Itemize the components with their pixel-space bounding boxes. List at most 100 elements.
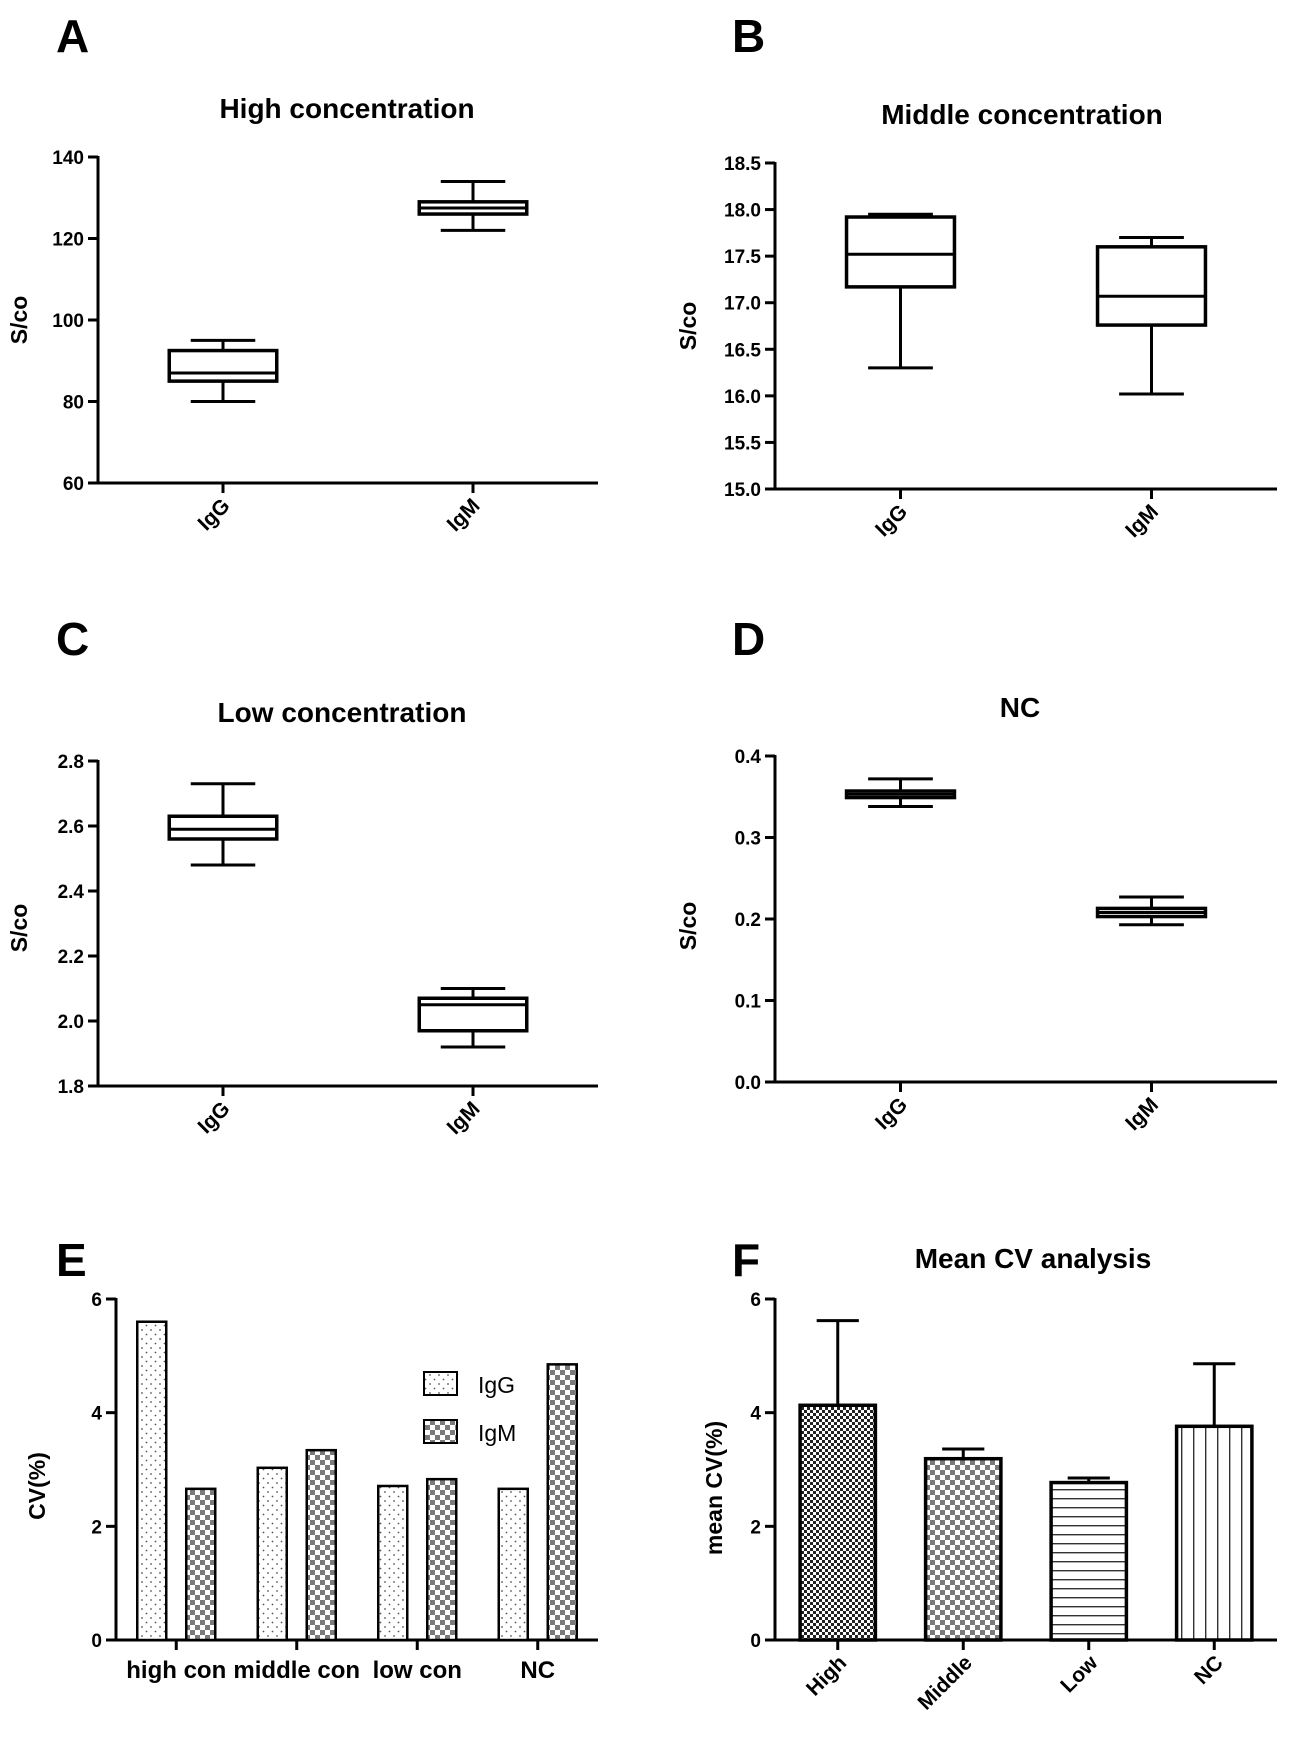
panel-e-ytick-label: 4 (91, 1404, 102, 1425)
panel-e-bar-igm (185, 1487, 217, 1642)
panel-e-bar-igm (305, 1448, 337, 1642)
panel-a-xtick-label: IgG (194, 494, 235, 535)
panel-d-box-igm (1095, 895, 1208, 927)
panel-f-plot: 0 2 4 6 High Middle Low NC (750, 1290, 1277, 1715)
panel-f-xtick-label: NC (1190, 1651, 1228, 1689)
panel-c: C Low concentration S/co 1.8 2.0 2.2 2.4 2.6… (6, 613, 598, 1139)
panel-c-ytick-label: 2.6 (58, 817, 84, 838)
panel-f-bar-middle (923, 1456, 1003, 1642)
panel-d-ylabel: S/co (675, 902, 701, 951)
panel-c-ytick-label: 2.8 (58, 752, 84, 773)
panel-d: D NC S/co 0.0 0.1 0.2 0.3 0.4 IgG IgM (675, 613, 1277, 1135)
panel-d-plot: 0.0 0.1 0.2 0.3 0.4 IgG IgM (735, 747, 1277, 1135)
panel-f-ytick-label: 6 (750, 1290, 761, 1311)
panel-e-bar-igg (377, 1484, 409, 1642)
panel-d-xtick-label: IgG (871, 1093, 912, 1134)
panel-e-ylabel: CV(%) (24, 1452, 50, 1520)
panel-c-ytick-label: 2.4 (58, 882, 85, 903)
panel-b-box-igm (1095, 236, 1208, 396)
box-iqr (167, 348, 279, 383)
panel-b-title: Middle concentration (881, 99, 1163, 130)
box-iqr (1095, 245, 1208, 327)
panel-letter-d: D (732, 613, 765, 665)
panel-a-box-igg (167, 338, 279, 403)
panel-e-xtick-label: NC (520, 1657, 555, 1684)
panel-e-xtick-label: low con (373, 1657, 462, 1684)
panel-d-ytick-label: 0.1 (735, 992, 762, 1013)
panel-b-box-igg (844, 212, 957, 370)
panel-a-title: High concentration (219, 93, 474, 124)
box-iqr (167, 814, 279, 841)
panel-c-plot: 1.8 2.0 2.2 2.4 2.6 2.8 IgG IgM (58, 752, 598, 1139)
panel-letter-f: F (732, 1234, 760, 1286)
panel-a-box-igm (417, 179, 529, 232)
panel-a-plot: 60 80 100 120 140 IgG IgM (52, 148, 598, 536)
panel-e-xtick-label: high con (126, 1657, 226, 1684)
panel-e-legend-swatch-igg (423, 1371, 458, 1396)
panel-e: E CV(%) 0 2 4 6 high con middle con low con NC I… (24, 1234, 598, 1684)
panel-c-xtick-label: IgM (443, 1097, 485, 1139)
panel-c-ytick-label: 1.8 (58, 1077, 84, 1098)
panel-d-ytick-label: 0.0 (735, 1073, 761, 1094)
panel-f-xtick-label: High (802, 1651, 851, 1700)
panel-f-ylabel: mean CV(%) (701, 1421, 727, 1555)
panel-e-plot: 0 2 4 6 high con middle con low con NC IgG IgM (91, 1290, 598, 1684)
panel-b-ytick-label: 17.5 (724, 247, 761, 268)
panel-letter-c: C (56, 613, 89, 665)
panel-b-ytick-label: 16.5 (724, 340, 761, 361)
panel-a-ytick-label: 120 (52, 230, 84, 251)
panel-f-ytick-label: 2 (750, 1517, 761, 1538)
panel-c-box-igm (417, 987, 529, 1049)
panel-b-ytick-label: 15.5 (724, 433, 761, 454)
panel-a: A High concentration S/co 60 80 100 120 140 I… (6, 10, 598, 536)
panel-e-legend-swatch-igm (423, 1419, 458, 1444)
panel-d-ytick-label: 0.2 (735, 910, 761, 931)
panel-e-bar-igg (136, 1320, 168, 1642)
panel-e-bar-igm (426, 1477, 458, 1642)
panel-c-ylabel: S/co (6, 904, 32, 953)
panel-a-ytick-label: 80 (63, 393, 84, 414)
panel-a-ytick-label: 60 (63, 474, 84, 495)
panel-e-legend-label-igg: IgG (478, 1372, 515, 1398)
panel-a-ytick-label: 140 (52, 148, 84, 169)
panel-f-bar-nc (1174, 1424, 1254, 1642)
panel-e-ytick-label: 6 (91, 1290, 102, 1311)
panel-b-ylabel: S/co (675, 302, 701, 351)
panel-d-ytick-label: 0.4 (735, 747, 762, 768)
panel-f-xtick-label: Middle (913, 1651, 976, 1714)
panel-f-bar-low (1049, 1480, 1129, 1642)
panel-f-ytick-label: 4 (750, 1404, 761, 1425)
panel-e-bar-igm (546, 1363, 578, 1642)
panel-d-title: NC (1000, 692, 1040, 723)
panel-d-xtick-label: IgM (1121, 1093, 1163, 1135)
panel-e-ytick-label: 2 (91, 1517, 102, 1538)
panel-c-ytick-label: 2.0 (58, 1012, 84, 1033)
panel-e-ytick-label: 0 (91, 1631, 102, 1652)
panel-b: B Middle concentration S/co 15.0 15.5 16.0… (675, 10, 1277, 542)
panel-b-ytick-label: 17.0 (724, 294, 761, 315)
panel-b-xtick-label: IgG (871, 500, 912, 541)
panel-d-box-igg (844, 777, 957, 809)
panel-e-bar-igg (497, 1487, 529, 1642)
panel-c-title: Low concentration (218, 697, 467, 728)
panel-b-ytick-label: 18.5 (724, 154, 761, 175)
panel-b-ytick-label: 15.0 (724, 480, 761, 501)
panel-e-legend: IgG IgM (423, 1371, 516, 1446)
panel-b-plot: 15.0 15.5 16.0 16.5 17.0 17.5 18.0 18.5 IgG IgM (724, 154, 1277, 542)
panel-letter-b: B (732, 10, 765, 62)
panel-e-bar-igg (256, 1466, 288, 1642)
panel-e-legend-label-igm: IgM (478, 1420, 516, 1446)
panel-b-ytick-label: 16.0 (724, 387, 761, 408)
panel-f-ytick-label: 0 (750, 1631, 761, 1652)
panel-a-ylabel: S/co (6, 296, 32, 345)
panel-d-ytick-label: 0.3 (735, 829, 761, 850)
panel-c-box-igg (167, 782, 279, 867)
box-iqr (417, 996, 529, 1033)
panel-f-xtick-label: Low (1056, 1651, 1102, 1697)
panel-f: F Mean CV analysis mean CV(%) 0 2 4 6 High Mi… (701, 1234, 1277, 1715)
panel-c-xtick-label: IgG (194, 1097, 235, 1138)
panel-a-ytick-label: 100 (52, 311, 84, 332)
panel-letter-a: A (56, 10, 89, 62)
panel-c-ytick-label: 2.2 (58, 947, 84, 968)
